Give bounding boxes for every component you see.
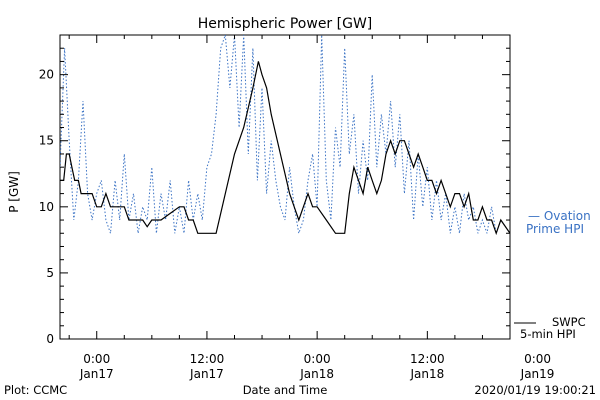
y-tick-label-2: 10	[39, 200, 54, 214]
y-tick-label-1: 5	[46, 266, 54, 280]
legend-swpc-line1: SWPC	[552, 315, 586, 329]
legend-ovation-line2: Prime HPI	[526, 222, 584, 236]
x-tick-date-0: Jan17	[79, 367, 114, 381]
x-tick-time-3: 12:00	[410, 352, 445, 366]
legend-swpc-line2: 5-min HPI	[520, 327, 576, 341]
footer-timestamp: 2020/01/19 19:00:21	[474, 383, 596, 397]
swpc-line	[60, 61, 510, 236]
y-tick-label-3: 15	[39, 134, 54, 148]
x-tick-date-1: Jan17	[189, 367, 224, 381]
y-axis-label: P [GW]	[7, 171, 21, 213]
x-tick-time-4: 0:00	[524, 352, 551, 366]
plot-frame	[59, 34, 511, 340]
ovation-prime-series	[60, 35, 510, 234]
y-tick-label-0: 0	[46, 332, 54, 346]
x-tick-date-3: Jan18	[409, 367, 444, 381]
x-tick-time-2: 0:00	[304, 352, 331, 366]
axes: 051015200:00Jan1712:00Jan170:00Jan1812:0…	[39, 34, 555, 381]
x-tick-date-4: Jan19	[520, 367, 555, 381]
swpc-series	[60, 61, 510, 236]
footer-plot-source: Plot: CCMC	[4, 383, 67, 397]
x-tick-time-1: 12:00	[190, 352, 225, 366]
x-axis-label: Date and Time	[243, 383, 328, 397]
y-tick-label-4: 20	[39, 68, 54, 82]
legend-ovation-line1: — Ovation	[528, 209, 591, 223]
ovation-prime-line	[60, 35, 510, 234]
plot-border	[59, 34, 511, 340]
x-tick-time-0: 0:00	[83, 352, 110, 366]
chart-title: Hemispheric Power [GW]	[198, 16, 373, 32]
x-tick-date-2: Jan18	[299, 367, 334, 381]
